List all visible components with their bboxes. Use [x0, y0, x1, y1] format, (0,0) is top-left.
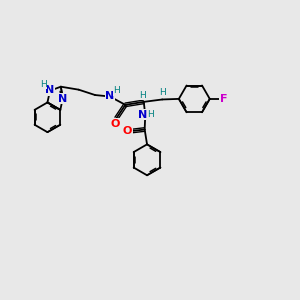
Text: O: O [110, 118, 120, 129]
Text: N: N [138, 110, 147, 120]
Text: N: N [105, 91, 115, 101]
Text: N: N [45, 85, 54, 95]
Text: H: H [139, 91, 146, 100]
Text: H: H [147, 110, 154, 119]
Text: H: H [159, 88, 166, 98]
Text: N: N [58, 94, 68, 104]
Text: H: H [40, 80, 47, 89]
Text: O: O [123, 126, 132, 136]
Text: F: F [220, 94, 227, 104]
Text: H: H [113, 86, 120, 95]
